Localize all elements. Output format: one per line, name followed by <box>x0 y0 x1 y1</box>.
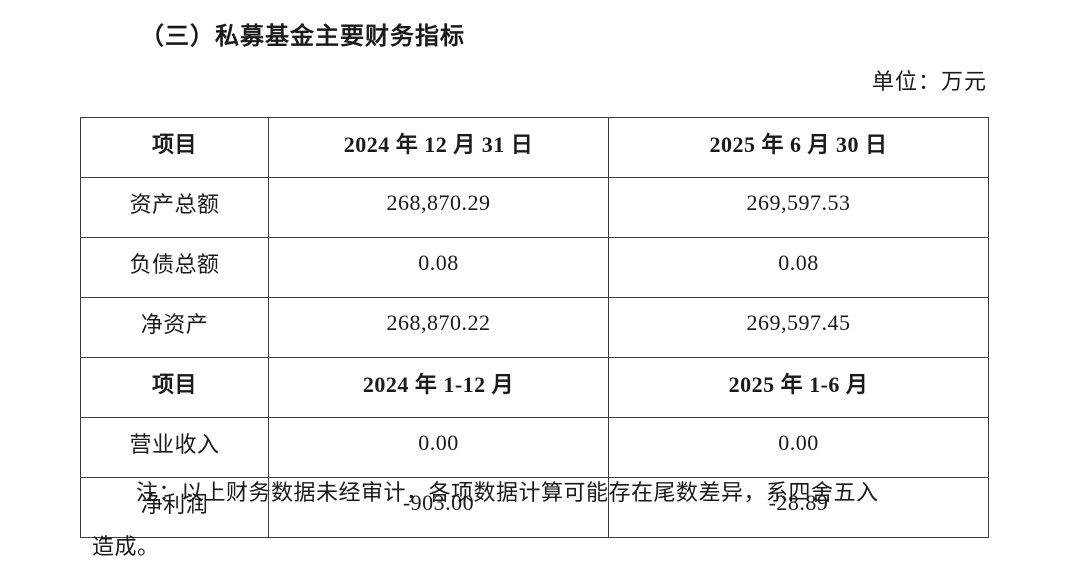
footnote-line-1: 注：以上财务数据未经审计，各项数据计算可能存在尾数差异，系四舍五入 <box>136 480 879 505</box>
table-header-row-balance: 项目 2024 年 12 月 31 日 2025 年 6 月 30 日 <box>80 117 989 178</box>
section-title: （三）私募基金主要财务指标 <box>140 24 465 50</box>
value-cell: 0.08 <box>608 237 989 298</box>
value-cell: 268,870.22 <box>268 297 609 358</box>
value-cell: -28.89 <box>608 477 989 538</box>
header-cell-item: 项目 <box>80 357 269 418</box>
header-cell-period-2024: 2024 年 1-12 月 <box>268 357 609 418</box>
value-cell: 0.08 <box>268 237 609 298</box>
row-label-cell: 资产总额 <box>80 177 269 238</box>
value-cell: 269,597.45 <box>608 297 989 358</box>
header-cell-date-2025: 2025 年 6 月 30 日 <box>608 117 989 178</box>
table-row-net-assets: 净资产 268,870.22 269,597.45 <box>80 297 989 358</box>
header-cell-period-2025: 2025 年 1-6 月 <box>608 357 989 418</box>
header-cell-item: 项目 <box>80 117 269 178</box>
value-cell: 0.00 <box>608 417 989 478</box>
value-cell: 269,597.53 <box>608 177 989 238</box>
value-cell: 0.00 <box>268 417 609 478</box>
footnote: 注：以上财务数据未经审计，各项数据计算可能存在尾数差异，系四舍五入 造成。 <box>92 466 992 573</box>
table-header-row-income: 项目 2024 年 1-12 月 2025 年 1-6 月 <box>80 357 989 418</box>
value-cell: 268,870.29 <box>268 177 609 238</box>
row-label-cell: 净资产 <box>80 297 269 358</box>
financial-indicators-table: 项目 2024 年 12 月 31 日 2025 年 6 月 30 日 资产总额… <box>80 117 989 538</box>
row-label-cell: 负债总额 <box>80 237 269 298</box>
table-row-net-profit: 净利润 -903.00 -28.89 <box>80 477 989 538</box>
footnote-line-2: 造成。 <box>92 534 160 559</box>
table-row-operating-revenue: 营业收入 0.00 0.00 <box>80 417 989 478</box>
unit-label: 单位：万元 <box>871 69 987 94</box>
header-cell-date-2024: 2024 年 12 月 31 日 <box>268 117 609 178</box>
table-row-total-assets: 资产总额 268,870.29 269,597.53 <box>80 177 989 238</box>
table-row-total-liabilities: 负债总额 0.08 0.08 <box>80 237 989 298</box>
value-cell: -903.00 <box>268 477 609 538</box>
